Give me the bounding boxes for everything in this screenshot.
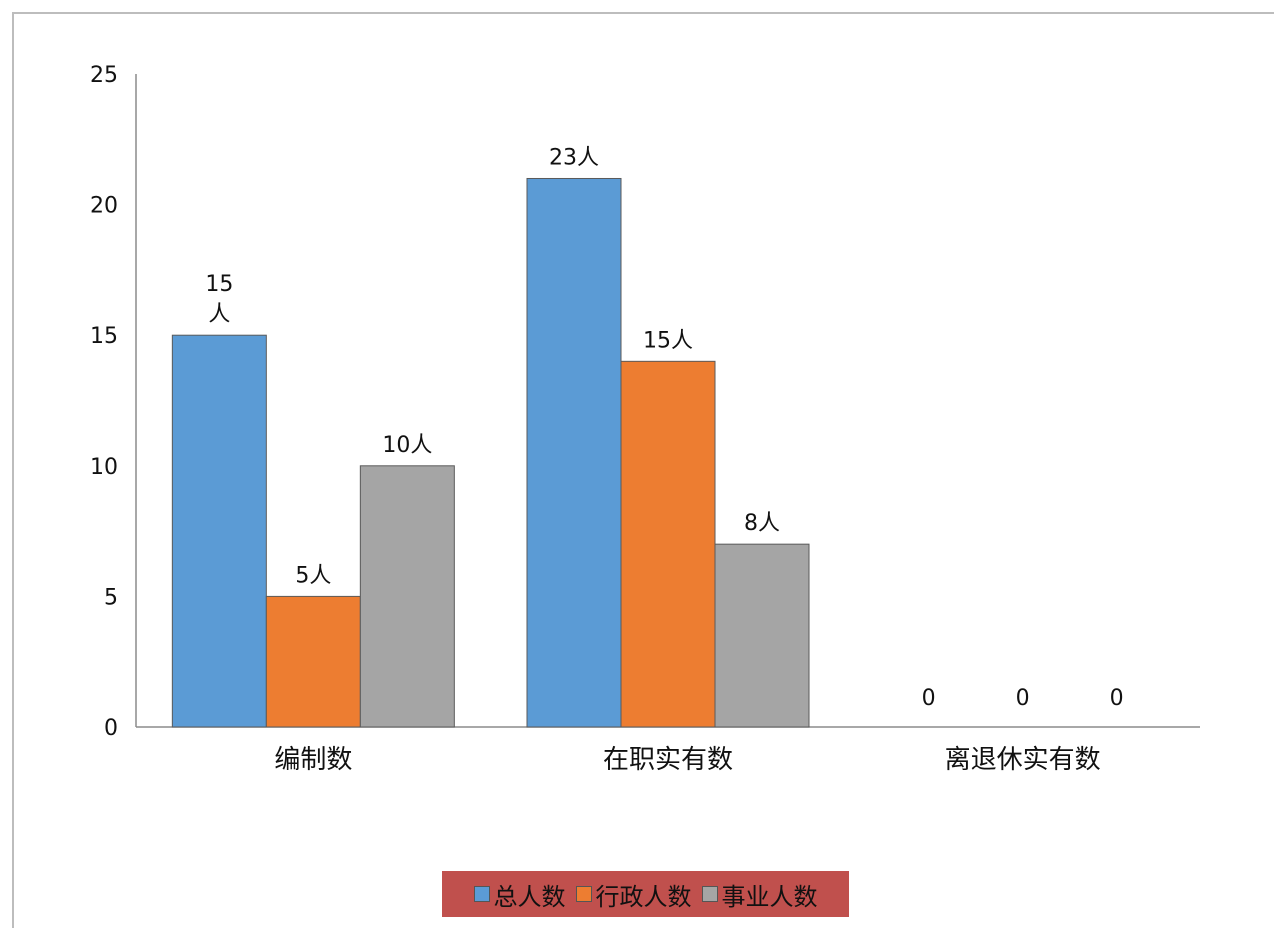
- data-label: 5人: [295, 563, 331, 588]
- legend-item-total: 总人数: [473, 877, 566, 912]
- legend-swatch-total: [473, 886, 490, 902]
- x-category-label: 离退休实有数: [945, 745, 1101, 775]
- data-label: 10人: [382, 433, 432, 458]
- legend-label-public: 事业人数: [721, 882, 818, 911]
- legend: 总人数 行政人数 事业人数: [442, 871, 849, 917]
- y-tick-label: 10: [90, 455, 118, 480]
- bar: [620, 360, 716, 728]
- legend-swatch-public: [701, 886, 718, 902]
- data-label: 23人: [549, 145, 599, 170]
- data-label: 0: [1110, 686, 1124, 711]
- y-tick-label: 0: [104, 716, 118, 741]
- bar: [265, 595, 361, 728]
- data-label: 0: [922, 686, 936, 711]
- x-category-label: 编制数: [274, 745, 352, 775]
- legend-item-public: 事业人数: [701, 877, 818, 912]
- bar: [171, 334, 267, 728]
- legend-label-admin: 行政人数: [595, 882, 692, 911]
- y-tick-label: 5: [104, 585, 118, 610]
- legend-item-admin: 行政人数: [575, 877, 692, 912]
- data-label: 15人: [643, 328, 693, 353]
- legend-label-total: 总人数: [493, 882, 566, 911]
- x-category-label: 在职实有数: [603, 745, 733, 775]
- y-tick-label: 25: [90, 63, 118, 88]
- bar: [526, 177, 622, 728]
- data-label: 0: [1016, 686, 1030, 711]
- data-label: 15: [205, 272, 233, 297]
- bar: [359, 465, 455, 728]
- y-tick-label: 20: [90, 194, 118, 219]
- legend-swatch-admin: [575, 886, 592, 902]
- data-label: 8人: [744, 511, 780, 536]
- data-label: 人: [208, 302, 230, 327]
- bar: [714, 543, 810, 728]
- y-tick-label: 15: [90, 324, 118, 349]
